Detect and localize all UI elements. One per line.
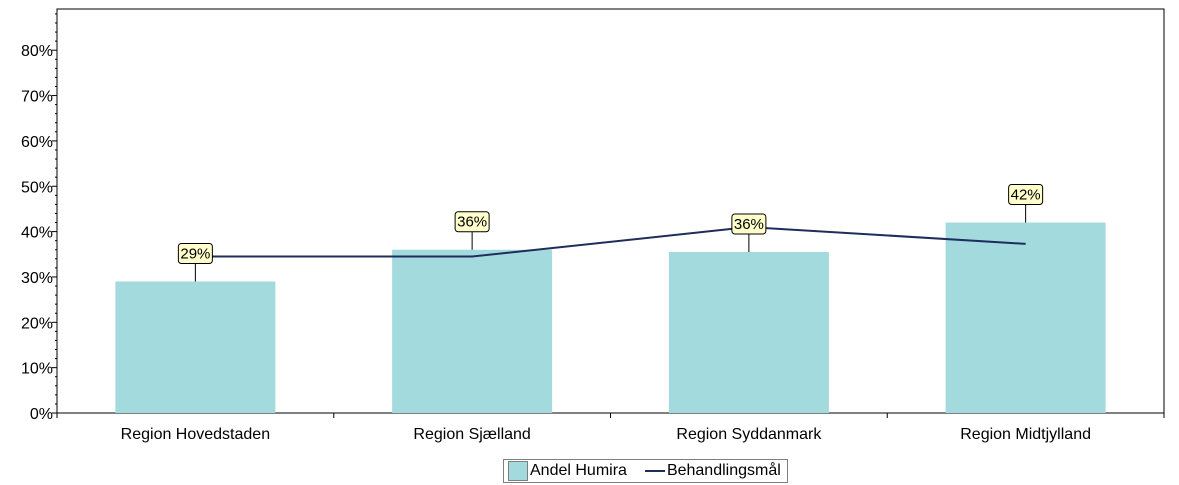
data-label: 42% (1011, 187, 1041, 204)
legend-line-swatch (644, 470, 665, 472)
bar (668, 252, 829, 413)
x-tick-label: Region Sjælland (413, 426, 530, 443)
data-label: 36% (734, 216, 764, 233)
data-label: 29% (180, 245, 210, 262)
x-tick-label: Region Hovedstaden (121, 426, 270, 443)
x-tick-label: Region Midtjylland (960, 426, 1091, 443)
bar (392, 249, 553, 413)
y-tick-label: 70% (21, 89, 53, 106)
data-label: 36% (457, 214, 487, 231)
data-label-box (177, 242, 213, 264)
bar (115, 281, 276, 413)
data-label-box (731, 213, 767, 235)
bar-series (115, 222, 1106, 413)
y-axis: 0% 10% 20% 30% 40% 50% 60% 70% 80% (21, 13, 57, 423)
data-label-box (1008, 184, 1044, 206)
y-tick-label: 10% (21, 361, 53, 378)
data-labels: 29% 36% 36% 42% (177, 184, 1044, 282)
y-tick-label: 0% (30, 406, 53, 423)
x-axis: Region Hovedstaden Region Sjælland Region … (56, 413, 1165, 443)
x-tick-label: Region Syddanmark (676, 426, 822, 443)
legend-label-bars: Andel Humira (530, 462, 627, 479)
legend-label-line: Behandlingsmål (666, 462, 781, 479)
legend: Andel Humira Behandlingsmål (503, 459, 788, 483)
data-label-box (454, 211, 490, 233)
legend-item-line: Behandlingsmål (644, 462, 781, 480)
y-tick-label: 60% (21, 134, 53, 151)
legend-bar-swatch (508, 461, 528, 481)
y-tick-label: 20% (21, 315, 53, 332)
target-line-series (195, 226, 1026, 258)
legend-item-bars: Andel Humira (508, 461, 627, 481)
target-line (195, 226, 1026, 258)
y-tick-label: 40% (21, 225, 53, 242)
y-tick-label: 30% (21, 270, 53, 287)
y-tick-label: 50% (21, 179, 53, 196)
y-tick-label: 80% (21, 43, 53, 60)
bar (945, 222, 1106, 413)
